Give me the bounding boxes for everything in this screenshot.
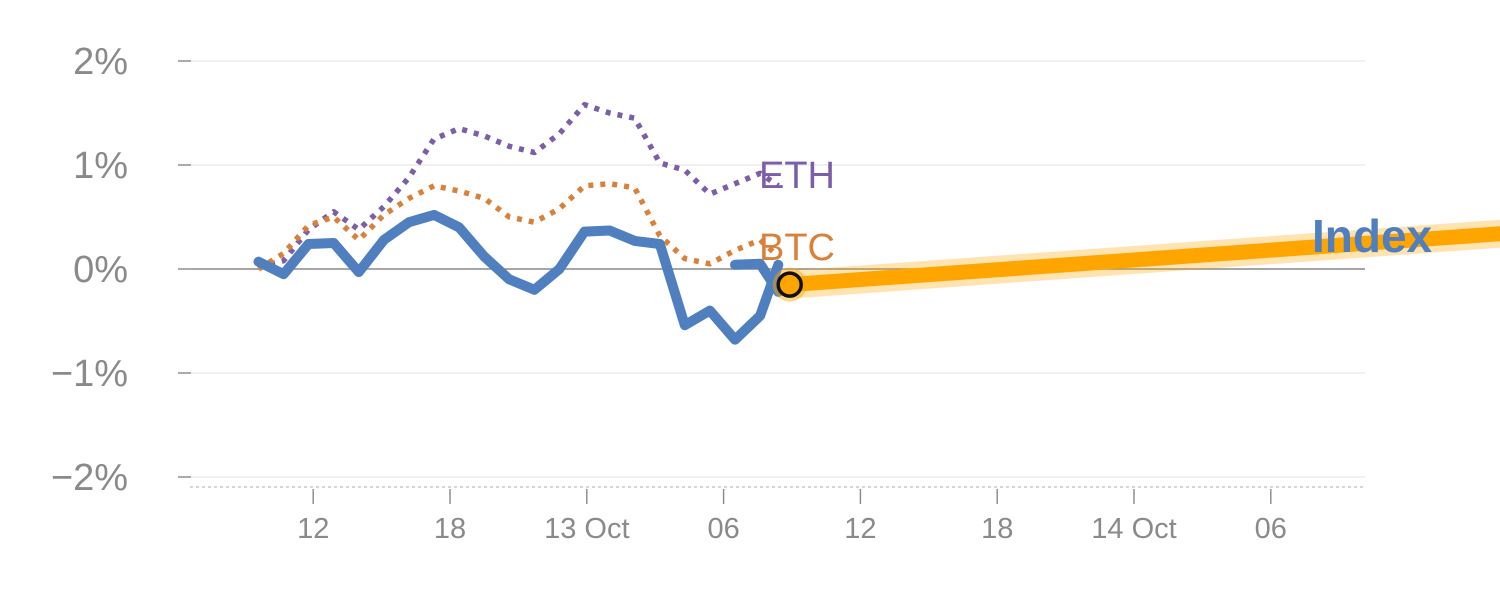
- y-tick-label: 2%: [73, 41, 128, 83]
- index-label: Index: [1312, 210, 1433, 262]
- x-tick-label: 14 Oct: [1091, 513, 1176, 545]
- index-line-tail: [730, 258, 784, 297]
- y-tick-label: 0%: [73, 249, 128, 291]
- index-forecast-line: [789, 226, 1500, 293]
- series-labels: ETH BTC Index: [759, 155, 1433, 269]
- btc-line: [257, 180, 781, 272]
- index-line: [253, 209, 784, 345]
- x-tick-label: 13 Oct: [544, 513, 629, 545]
- y-tick-label: 1%: [73, 145, 128, 187]
- x-tick-label: 06: [1255, 513, 1287, 545]
- x-axis: 12 18 13 Oct 06 12 18 14 Oct 06: [190, 486, 1365, 545]
- x-tick-label: 18: [434, 513, 466, 545]
- y-axis: 2% 1% 0% −1% −2%: [51, 41, 191, 499]
- eth-label: ETH: [759, 155, 835, 197]
- btc-label: BTC: [759, 227, 835, 269]
- eth-line: [257, 101, 780, 270]
- x-tick-label: 06: [707, 513, 739, 545]
- series-layer: [253, 101, 1500, 345]
- y-tick-label: −1%: [51, 353, 128, 395]
- y-tick-label: −2%: [51, 457, 128, 499]
- x-tick-label: 18: [981, 513, 1013, 545]
- x-tick-label: 12: [297, 513, 329, 545]
- x-tick-label: 12: [844, 513, 876, 545]
- marker-point: [776, 271, 803, 298]
